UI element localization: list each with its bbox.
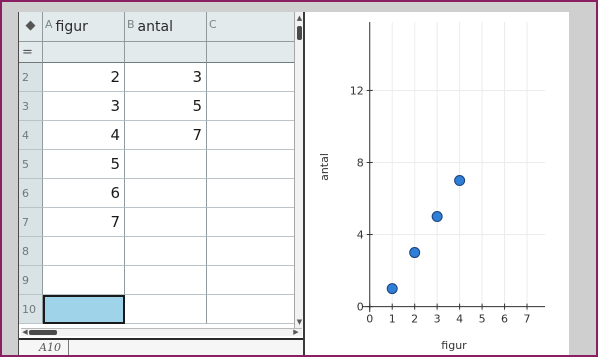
scroll-left-icon[interactable]: ◀ [22,328,28,336]
row-number[interactable]: 10 [19,295,43,324]
x-tick-label: 1 [389,313,396,326]
row-number[interactable]: 3 [19,92,43,121]
row-number[interactable]: 5 [19,150,43,179]
vertical-scrollbar[interactable]: ▲ ▼ [294,12,303,328]
cell-b[interactable] [125,179,207,208]
x-tick-label: 2 [411,313,418,326]
x-tick-label: 5 [479,313,486,326]
x-tick-label: 0 [366,313,373,326]
cell-a[interactable]: 3 [43,92,125,121]
cell-b[interactable]: 3 [125,63,207,92]
data-point[interactable] [431,211,443,223]
cell-a[interactable]: 4 [43,121,125,150]
data-point[interactable] [454,175,466,187]
cell-b[interactable] [125,208,207,237]
row-number[interactable]: 2 [19,63,43,92]
cell-b[interactable]: 7 [125,121,207,150]
table-row: 10 [19,295,303,324]
cell-c[interactable] [207,63,294,92]
row-number[interactable]: 7 [19,208,43,237]
cell-a[interactable] [43,266,125,295]
y-tick-label: 4 [357,229,364,242]
cell-a[interactable]: 5 [43,150,125,179]
cell-c[interactable] [207,237,294,266]
row-number[interactable]: 9 [19,266,43,295]
data-point[interactable] [409,247,421,259]
y-axis-label: antal [318,153,331,181]
horizontal-scrollbar[interactable]: ◀ ▶ [21,328,302,336]
x-axis-label: figur [441,339,467,352]
cell-a[interactable] [43,237,125,266]
cell-b[interactable] [125,295,207,324]
formula-cell-a[interactable] [43,42,125,63]
column-name-a[interactable]: figur [55,19,88,35]
formula-row-label: = [19,42,43,63]
row-number[interactable]: 6 [19,179,43,208]
cell-reference: A10 [39,341,61,354]
graph-pane[interactable]: 0 1 2 3 4 5 6 7 0 4 8 12 figur antal [305,12,569,355]
formula-cell-b[interactable] [125,42,207,63]
cell-a[interactable] [43,295,125,324]
y-tick-label: 0 [357,301,364,314]
cell-b[interactable] [125,266,207,295]
formula-row: = [19,42,303,63]
scroll-up-icon[interactable]: ▲ [296,14,303,22]
row-number[interactable]: 4 [19,121,43,150]
cell-a[interactable]: 7 [43,208,125,237]
x-tick-label: 7 [524,313,531,326]
diamond-icon[interactable]: ◆ [19,12,43,42]
scroll-down-icon[interactable]: ▼ [296,318,303,326]
x-tick-label: 4 [456,313,463,326]
row-number[interactable]: 8 [19,237,43,266]
x-tick-label: 3 [434,313,441,326]
cell-c[interactable] [207,150,294,179]
cell-a[interactable]: 6 [43,179,125,208]
cell-c[interactable] [207,92,294,121]
cell-b[interactable]: 5 [125,92,207,121]
column-name-b[interactable]: antal [137,19,173,35]
x-tick-label: 6 [501,313,508,326]
cell-c[interactable] [207,179,294,208]
vertical-scroll-thumb[interactable] [297,26,302,40]
cell-a[interactable]: 2 [43,63,125,92]
column-header-c[interactable]: C [207,12,294,42]
cell-c[interactable] [207,266,294,295]
y-tick-label: 12 [350,84,364,97]
y-tick-label: 8 [357,156,364,169]
cell-c[interactable] [207,295,294,324]
cell-reference-divider [68,340,69,355]
scroll-right-icon[interactable]: ▶ [293,328,299,336]
table-row: 8 [19,237,303,266]
formula-cell-c[interactable] [207,42,294,63]
cell-b[interactable] [125,150,207,179]
table-row: 9 [19,266,303,295]
cell-b[interactable] [125,237,207,266]
cell-c[interactable] [207,121,294,150]
right-side-panel [569,12,596,355]
cell-c[interactable] [207,208,294,237]
cell-reference-bar[interactable]: A10 [19,338,303,355]
data-point[interactable] [386,283,398,295]
horizontal-scroll-thumb[interactable] [29,330,57,335]
